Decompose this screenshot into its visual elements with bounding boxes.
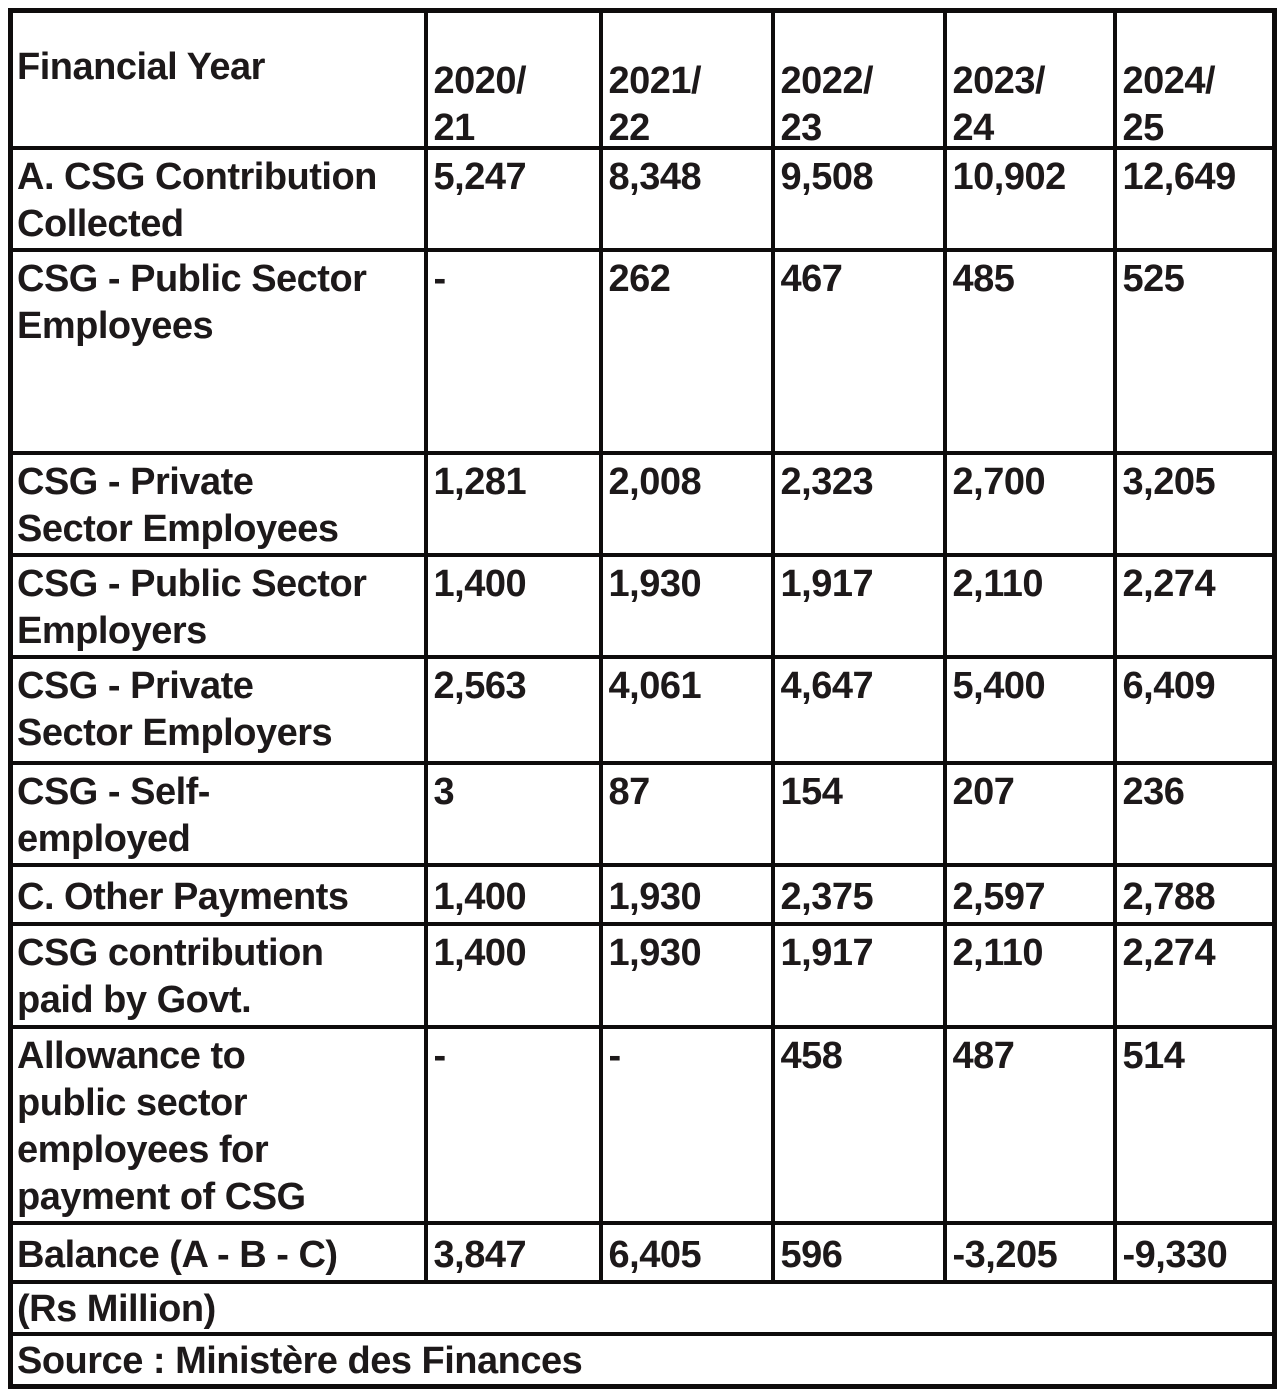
cell-value: 487 xyxy=(942,1024,1117,1225)
cell-value: 8,348 xyxy=(598,145,775,252)
table-row-unit-note: (Rs Million) xyxy=(8,1279,1277,1336)
table-row-source: Source : Ministère des Finances xyxy=(8,1331,1277,1388)
cell-value: 2,110 xyxy=(942,552,1117,659)
cell-value: 485 xyxy=(942,247,1117,455)
cell-value: 5,400 xyxy=(942,654,1117,765)
cell-value: 3,847 xyxy=(423,1220,603,1284)
cell-value: 467 xyxy=(770,247,947,455)
cell-value: 154 xyxy=(770,760,947,867)
table-row-self-employed: CSG - Self- employed 3 87 154 207 236 xyxy=(8,760,1277,867)
cell-value: 1,930 xyxy=(598,921,775,1029)
cell-value: 2,597 xyxy=(942,862,1117,926)
cell-value: 3 xyxy=(423,760,603,867)
table-row-private-sector-employees: CSG - Private Sector Employees 1,281 2,0… xyxy=(8,450,1277,557)
cell-value: 4,647 xyxy=(770,654,947,765)
cell-value: 1,281 xyxy=(423,450,603,557)
table-row-other-payments: C. Other Payments 1,400 1,930 2,375 2,59… xyxy=(8,862,1277,926)
row-label: CSG - Public Sector Employers xyxy=(8,552,428,659)
cell-value: 1,917 xyxy=(770,921,947,1029)
header-financial-year: Financial Year xyxy=(8,8,428,150)
header-year-text: 2021/ 22 xyxy=(608,59,702,148)
cell-value: 236 xyxy=(1112,760,1277,867)
row-label: Balance (A - B - C) xyxy=(8,1220,428,1284)
table-row-balance: Balance (A - B - C) 3,847 6,405 596 -3,2… xyxy=(8,1220,1277,1284)
cell-value: 2,700 xyxy=(942,450,1117,557)
cell-value: 596 xyxy=(770,1220,947,1284)
row-label: CSG contribution paid by Govt. xyxy=(8,921,428,1029)
source-note: Source : Ministère des Finances xyxy=(8,1331,1277,1388)
cell-value: 2,563 xyxy=(423,654,603,765)
cell-value: 9,508 xyxy=(770,145,947,252)
cell-value: 6,409 xyxy=(1112,654,1277,765)
cell-value: - xyxy=(423,1024,603,1225)
cell-value: 2,788 xyxy=(1112,862,1277,926)
table-row-public-sector-employees: CSG - Public Sector Employees - 262 467 … xyxy=(8,247,1277,455)
cell-value: 87 xyxy=(598,760,775,867)
cell-value: 12,649 xyxy=(1112,145,1277,252)
header-year-text: 2022/ 23 xyxy=(780,59,874,148)
cell-value: 1,917 xyxy=(770,552,947,659)
header-year-text: 2020/ 21 xyxy=(433,59,527,148)
header-year-2024-25: 2024/ 25 xyxy=(1112,8,1277,150)
table-row-paid-by-govt: CSG contribution paid by Govt. 1,400 1,9… xyxy=(8,921,1277,1029)
cell-value: 6,405 xyxy=(598,1220,775,1284)
cell-value: -9,330 xyxy=(1112,1220,1277,1284)
row-label: CSG - Private Sector Employees xyxy=(8,450,428,557)
header-year-text: 2024/ 25 xyxy=(1122,59,1216,148)
cell-value: 1,400 xyxy=(423,921,603,1029)
cell-value: 1,930 xyxy=(598,552,775,659)
cell-value: 2,323 xyxy=(770,450,947,557)
cell-value: 2,274 xyxy=(1112,552,1277,659)
header-year-2021-22: 2021/ 22 xyxy=(598,8,775,150)
header-year-2020-21: 2020/ 21 xyxy=(423,8,603,150)
table-row-csg-collected: A. CSG Contribution Collected 5,247 8,34… xyxy=(8,145,1277,252)
row-label: CSG - Self- employed xyxy=(8,760,428,867)
cell-value: 3,205 xyxy=(1112,450,1277,557)
cell-value: 2,110 xyxy=(942,921,1117,1029)
cell-value: 458 xyxy=(770,1024,947,1225)
cell-value: 207 xyxy=(942,760,1117,867)
csg-contribution-table: Financial Year 2020/ 21 2021/ 22 2022/ 2… xyxy=(8,8,1277,1389)
cell-value: 2,375 xyxy=(770,862,947,926)
table-header-row: Financial Year 2020/ 21 2021/ 22 2022/ 2… xyxy=(8,8,1277,150)
cell-value: 262 xyxy=(598,247,775,455)
header-year-text: 2023/ 24 xyxy=(952,59,1046,148)
header-year-2022-23: 2022/ 23 xyxy=(770,8,947,150)
cell-value: - xyxy=(423,247,603,455)
row-label: CSG - Private Sector Employers xyxy=(8,654,428,765)
cell-value: 1,400 xyxy=(423,552,603,659)
row-label: A. CSG Contribution Collected xyxy=(8,145,428,252)
table-row-private-sector-employers: CSG - Private Sector Employers 2,563 4,0… xyxy=(8,654,1277,765)
table-row-public-sector-employers: CSG - Public Sector Employers 1,400 1,93… xyxy=(8,552,1277,659)
table-row-allowance: Allowance to public sector employees for… xyxy=(8,1024,1277,1225)
cell-value: -3,205 xyxy=(942,1220,1117,1284)
cell-value: 10,902 xyxy=(942,145,1117,252)
cell-value: 5,247 xyxy=(423,145,603,252)
cell-value: 1,400 xyxy=(423,862,603,926)
cell-value: - xyxy=(598,1024,775,1225)
unit-note: (Rs Million) xyxy=(8,1279,1277,1336)
cell-value: 514 xyxy=(1112,1024,1277,1225)
row-label: CSG - Public Sector Employees xyxy=(8,247,428,455)
cell-value: 1,930 xyxy=(598,862,775,926)
cell-value: 4,061 xyxy=(598,654,775,765)
cell-value: 2,274 xyxy=(1112,921,1277,1029)
row-label: Allowance to public sector employees for… xyxy=(8,1024,428,1225)
cell-value: 2,008 xyxy=(598,450,775,557)
row-label: C. Other Payments xyxy=(8,862,428,926)
header-year-2023-24: 2023/ 24 xyxy=(942,8,1117,150)
cell-value: 525 xyxy=(1112,247,1277,455)
